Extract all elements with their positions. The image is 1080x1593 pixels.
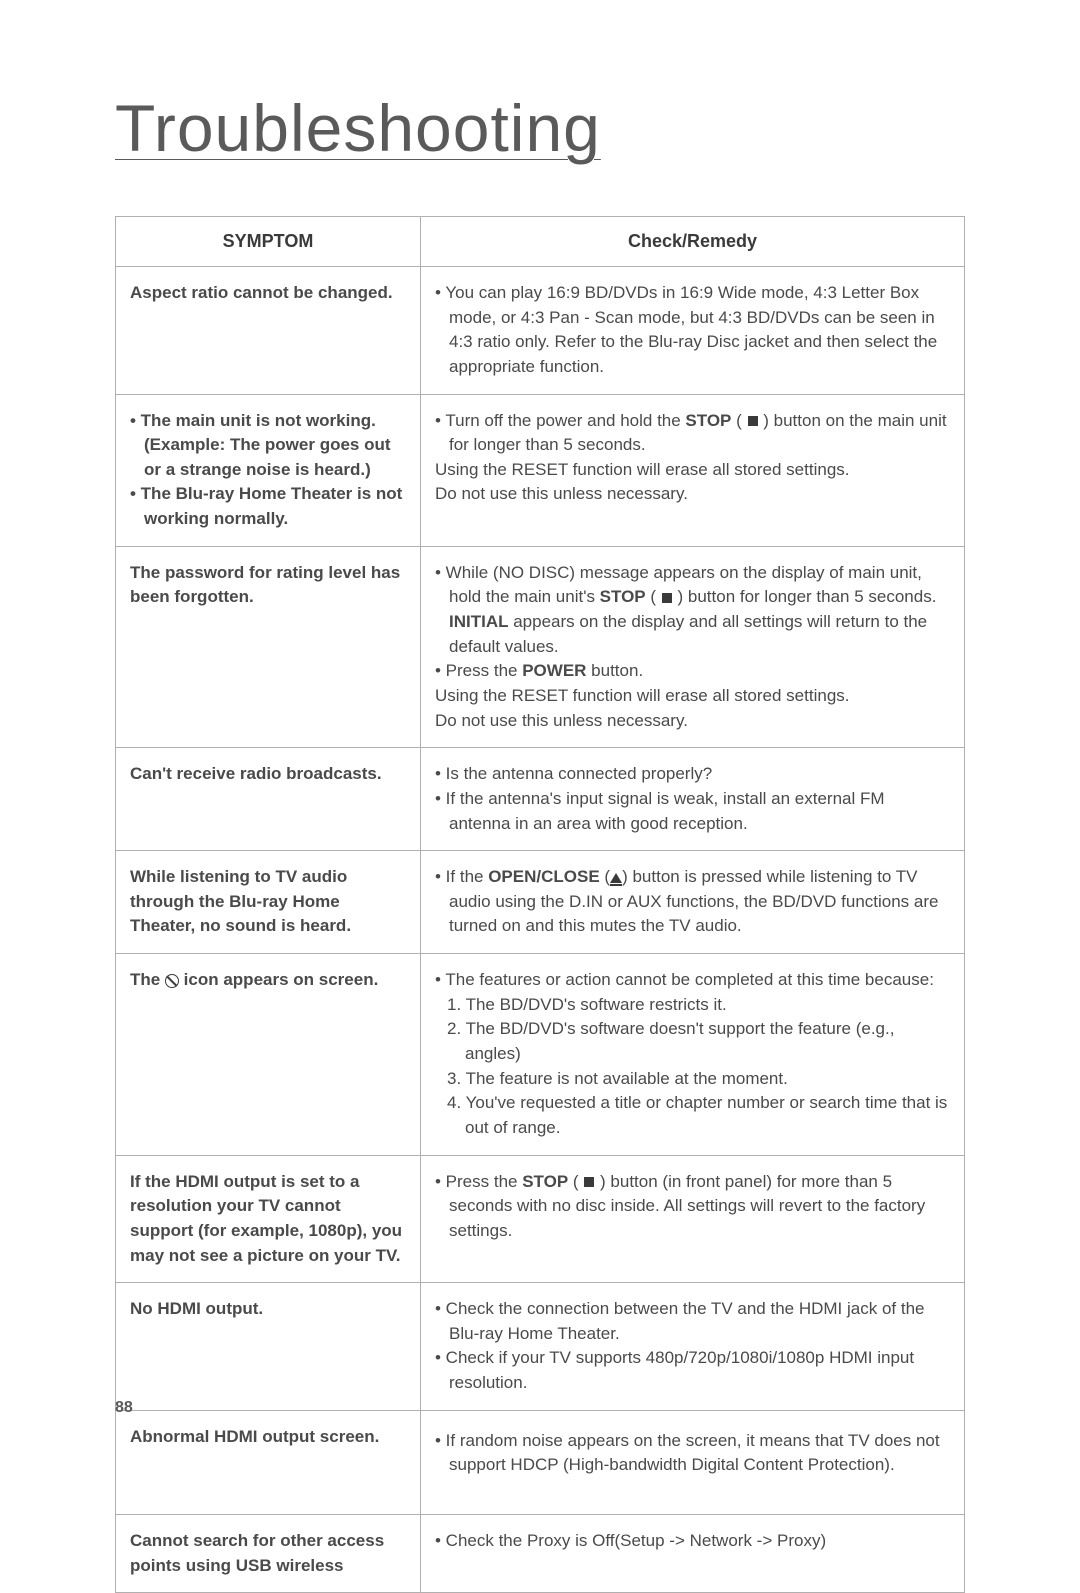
page-number: 88 [115,1399,133,1417]
remedy-text: • The features or action cannot be compl… [435,968,950,993]
remedy-text: • If the OPEN/CLOSE () button is pressed… [435,865,950,939]
remedy-part: • Turn off the power and hold the [435,411,685,430]
symptom-cell: The icon appears on screen. [116,954,421,1155]
symptom-cell: If the HDMI output is set to a resolutio… [116,1155,421,1283]
remedy-text: 4. You've requested a title or chapter n… [435,1091,950,1140]
remedy-text: • Check if your TV supports 480p/720p/10… [435,1346,950,1395]
symptom-cell: Abnormal HDMI output screen. [116,1410,421,1514]
table-row: Cannot search for other access points us… [116,1514,965,1592]
table-row: Can't receive radio broadcasts. • Is the… [116,748,965,851]
remedy-text: Do not use this unless necessary. [435,711,688,730]
symptom-text: (Example: The power goes out or a strang… [130,433,406,482]
remedy-text: Using the RESET function will erase all … [435,460,850,479]
table-row: No HDMI output. • Check the connection b… [116,1283,965,1411]
remedy-bold: POWER [522,661,586,680]
remedy-cell: • Is the antenna connected properly? • I… [421,748,965,851]
remedy-cell: • The features or action cannot be compl… [421,954,965,1155]
remedy-text: • Is the antenna connected properly? [435,762,950,787]
symptom-cell: • The main unit is not working. (Example… [116,394,421,546]
remedy-text: Do not use this unless necessary. [435,484,688,503]
table-row: The icon appears on screen. • The featur… [116,954,965,1155]
remedy-bold: INITIAL [449,612,509,631]
remedy-cell: • You can play 16:9 BD/DVDs in 16:9 Wide… [421,267,965,395]
symptom-text: • The main unit is not working. [130,409,406,434]
header-remedy: Check/Remedy [421,217,965,267]
remedy-cell: • If the OPEN/CLOSE () button is pressed… [421,851,965,954]
troubleshoot-table: SYMPTOM Check/Remedy Aspect ratio cannot… [115,216,965,1593]
symptom-cell: The password for rating level has been f… [116,546,421,747]
remedy-part: button for longer than 5 seconds. [683,587,936,606]
symptom-cell: Cannot search for other access points us… [116,1514,421,1592]
stop-icon [662,593,672,603]
symptom-text: • The Blu-ray Home Theater is not workin… [130,482,406,531]
remedy-bold: STOP [600,587,646,606]
table-row: Abnormal HDMI output screen. • If random… [116,1410,965,1514]
remedy-text: • Turn off the power and hold the STOP (… [435,409,950,458]
remedy-bold: STOP [522,1172,568,1191]
table-row: Aspect ratio cannot be changed. • You ca… [116,267,965,395]
remedy-text: • Press the STOP ( ) button (in front pa… [435,1170,950,1244]
remedy-part: button. [586,661,643,680]
table-row: • The main unit is not working. (Example… [116,394,965,546]
table-row: While listening to TV audio through the … [116,851,965,954]
remedy-cell: • Press the STOP ( ) button (in front pa… [421,1155,965,1283]
remedy-text: • You can play 16:9 BD/DVDs in 16:9 Wide… [435,281,950,380]
table-row: The password for rating level has been f… [116,546,965,747]
table-row: If the HDMI output is set to a resolutio… [116,1155,965,1283]
remedy-text: • If the antenna's input signal is weak,… [435,787,950,836]
symptom-cell: While listening to TV audio through the … [116,851,421,954]
symptom-cell: Can't receive radio broadcasts. [116,748,421,851]
remedy-part: appears on the display and all settings … [449,612,927,656]
symptom-cell: No HDMI output. [116,1283,421,1411]
stop-icon [584,1177,594,1187]
remedy-cell: • While (NO DISC) message appears on the… [421,546,965,747]
remedy-text: • Check the Proxy is Off(Setup -> Networ… [435,1529,950,1554]
remedy-cell: • Turn off the power and hold the STOP (… [421,394,965,546]
remedy-part: • Press the [435,1172,522,1191]
remedy-cell: • Check the Proxy is Off(Setup -> Networ… [421,1514,965,1592]
remedy-text: • Check the connection between the TV an… [435,1297,950,1346]
remedy-bold: STOP [685,411,731,430]
remedy-bold: OPEN/CLOSE [488,867,599,886]
symptom-part: The [130,970,165,989]
page-title: Troubleshooting [115,90,965,166]
remedy-part: • Press the [435,661,522,680]
remedy-cell: • Check the connection between the TV an… [421,1283,965,1411]
prohibit-icon [165,974,179,988]
symptom-cell: Aspect ratio cannot be changed. [116,267,421,395]
remedy-text: 2. The BD/DVD's software doesn't support… [435,1017,950,1066]
symptom-part: icon appears on screen. [179,970,378,989]
remedy-text: 1. The BD/DVD's software restricts it. [435,993,950,1018]
remedy-text: 3. The feature is not available at the m… [435,1067,950,1092]
eject-icon [610,873,622,883]
remedy-part: • If the [435,867,488,886]
header-symptom: SYMPTOM [116,217,421,267]
remedy-text: • If random noise appears on the screen,… [435,1429,950,1478]
remedy-text: • Press the POWER button. [435,659,950,684]
table-header-row: SYMPTOM Check/Remedy [116,217,965,267]
remedy-text: • While (NO DISC) message appears on the… [435,561,950,660]
stop-icon [748,416,758,426]
remedy-cell: • If random noise appears on the screen,… [421,1410,965,1514]
remedy-text: Using the RESET function will erase all … [435,686,850,705]
